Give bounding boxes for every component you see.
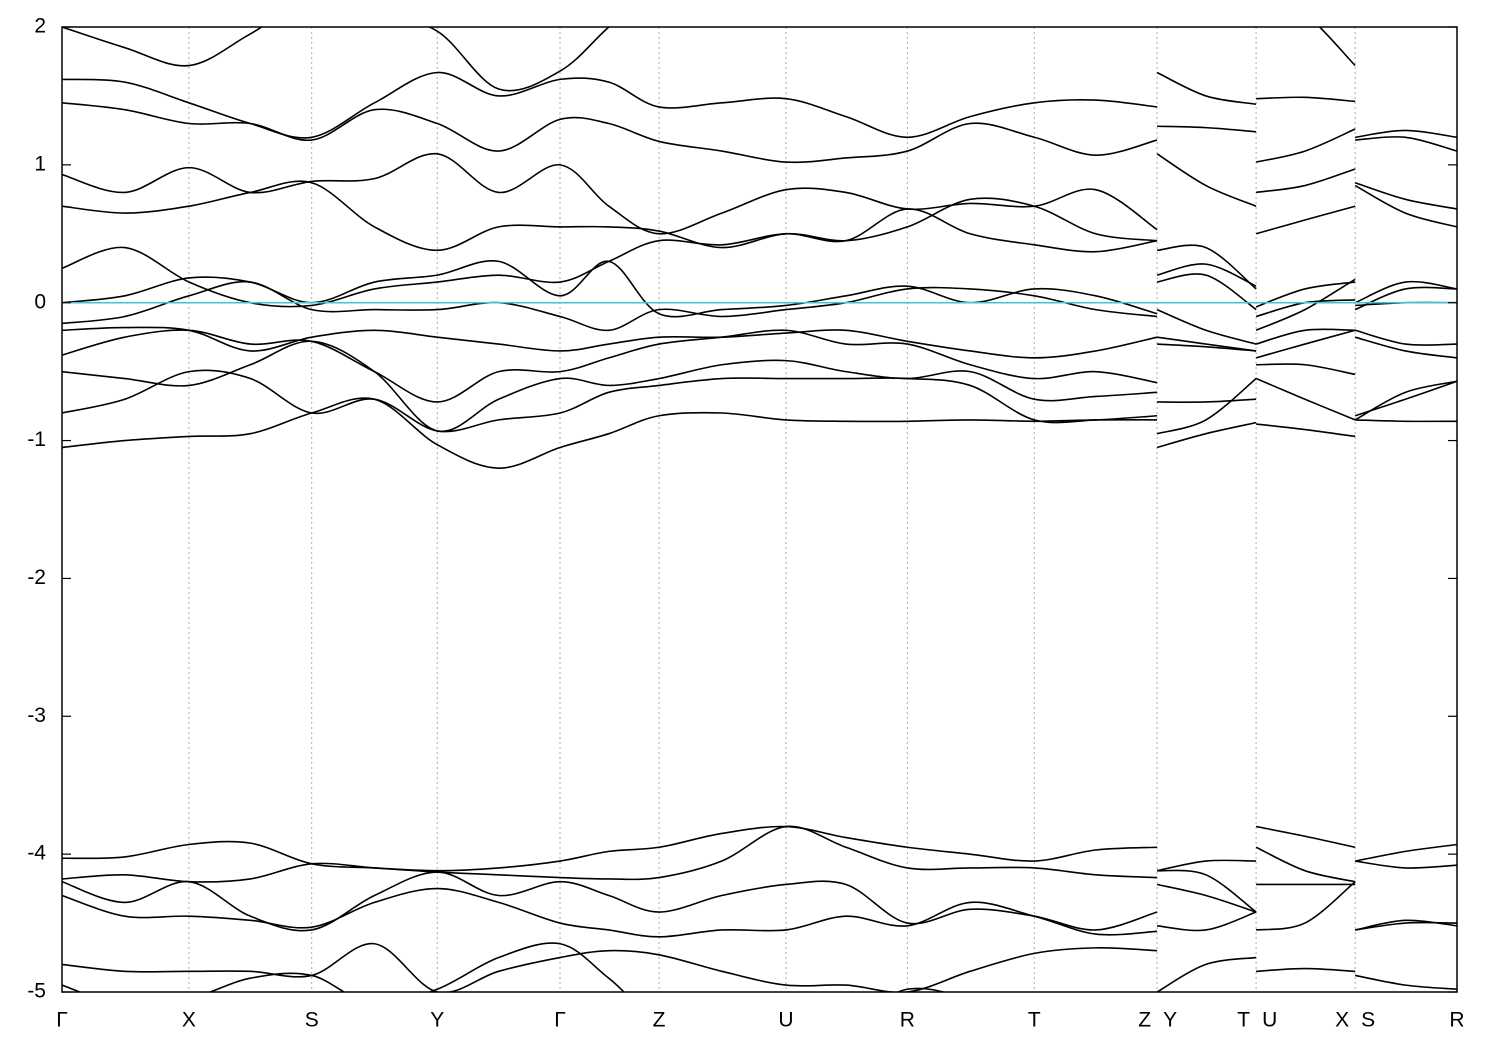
band-line: [62, 328, 1457, 403]
x-tick-label: Γ: [554, 1009, 566, 1032]
band-line: [62, 280, 1457, 345]
band-line: [62, 825, 1457, 872]
band-line: [62, 102, 1457, 164]
y-tick-label: 2: [34, 15, 46, 38]
y-tick-label: -3: [27, 704, 46, 727]
x-tick-label: R: [1449, 1009, 1464, 1032]
y-tick-label: -5: [27, 980, 46, 1003]
band-line: [62, 180, 1457, 290]
x-tick-label: U: [1262, 1009, 1277, 1032]
band-line: [62, 871, 1457, 932]
x-tick-label: S: [1361, 1009, 1375, 1032]
grid: [61, 27, 1458, 992]
band-line: [62, 825, 1457, 913]
x-tick-label: R: [900, 1009, 915, 1032]
x-tick-label: Z: [1138, 1009, 1151, 1032]
band-line: [62, 881, 1457, 938]
band-line: [62, 208, 1457, 308]
x-tick-label: Γ: [56, 1009, 68, 1032]
x-tick-label: Z: [653, 1009, 666, 1032]
x-tick-label: Y: [430, 1009, 444, 1032]
band-line: [62, 942, 947, 992]
band-line: [62, 71, 1457, 139]
band-line: [62, 942, 1457, 992]
x-tick-label: T: [1237, 1009, 1250, 1032]
y-tick-label: 0: [34, 290, 46, 313]
plot-frame: [61, 26, 1458, 993]
x-tick-label: X: [182, 1009, 196, 1032]
x-tick-label: Y: [1163, 1009, 1177, 1032]
x-tick-label: U: [778, 1009, 793, 1032]
x-tick-label: T: [1028, 1009, 1041, 1032]
y-tick-label: 1: [34, 152, 46, 175]
y-tick-label: -2: [27, 566, 46, 589]
x-tick-label: S: [305, 1009, 319, 1032]
y-tick-label: -4: [27, 842, 46, 865]
y-tick-label: -1: [27, 428, 46, 451]
band-line: [62, 27, 1356, 92]
band-line: [62, 326, 1457, 359]
band-line: [62, 369, 1457, 435]
band-line: [62, 340, 1457, 433]
band-line: [62, 153, 1457, 235]
band-line: [62, 397, 1457, 469]
x-tick-label: X: [1335, 1009, 1349, 1032]
bands: [62, 27, 1457, 992]
band-line: [62, 260, 1457, 332]
